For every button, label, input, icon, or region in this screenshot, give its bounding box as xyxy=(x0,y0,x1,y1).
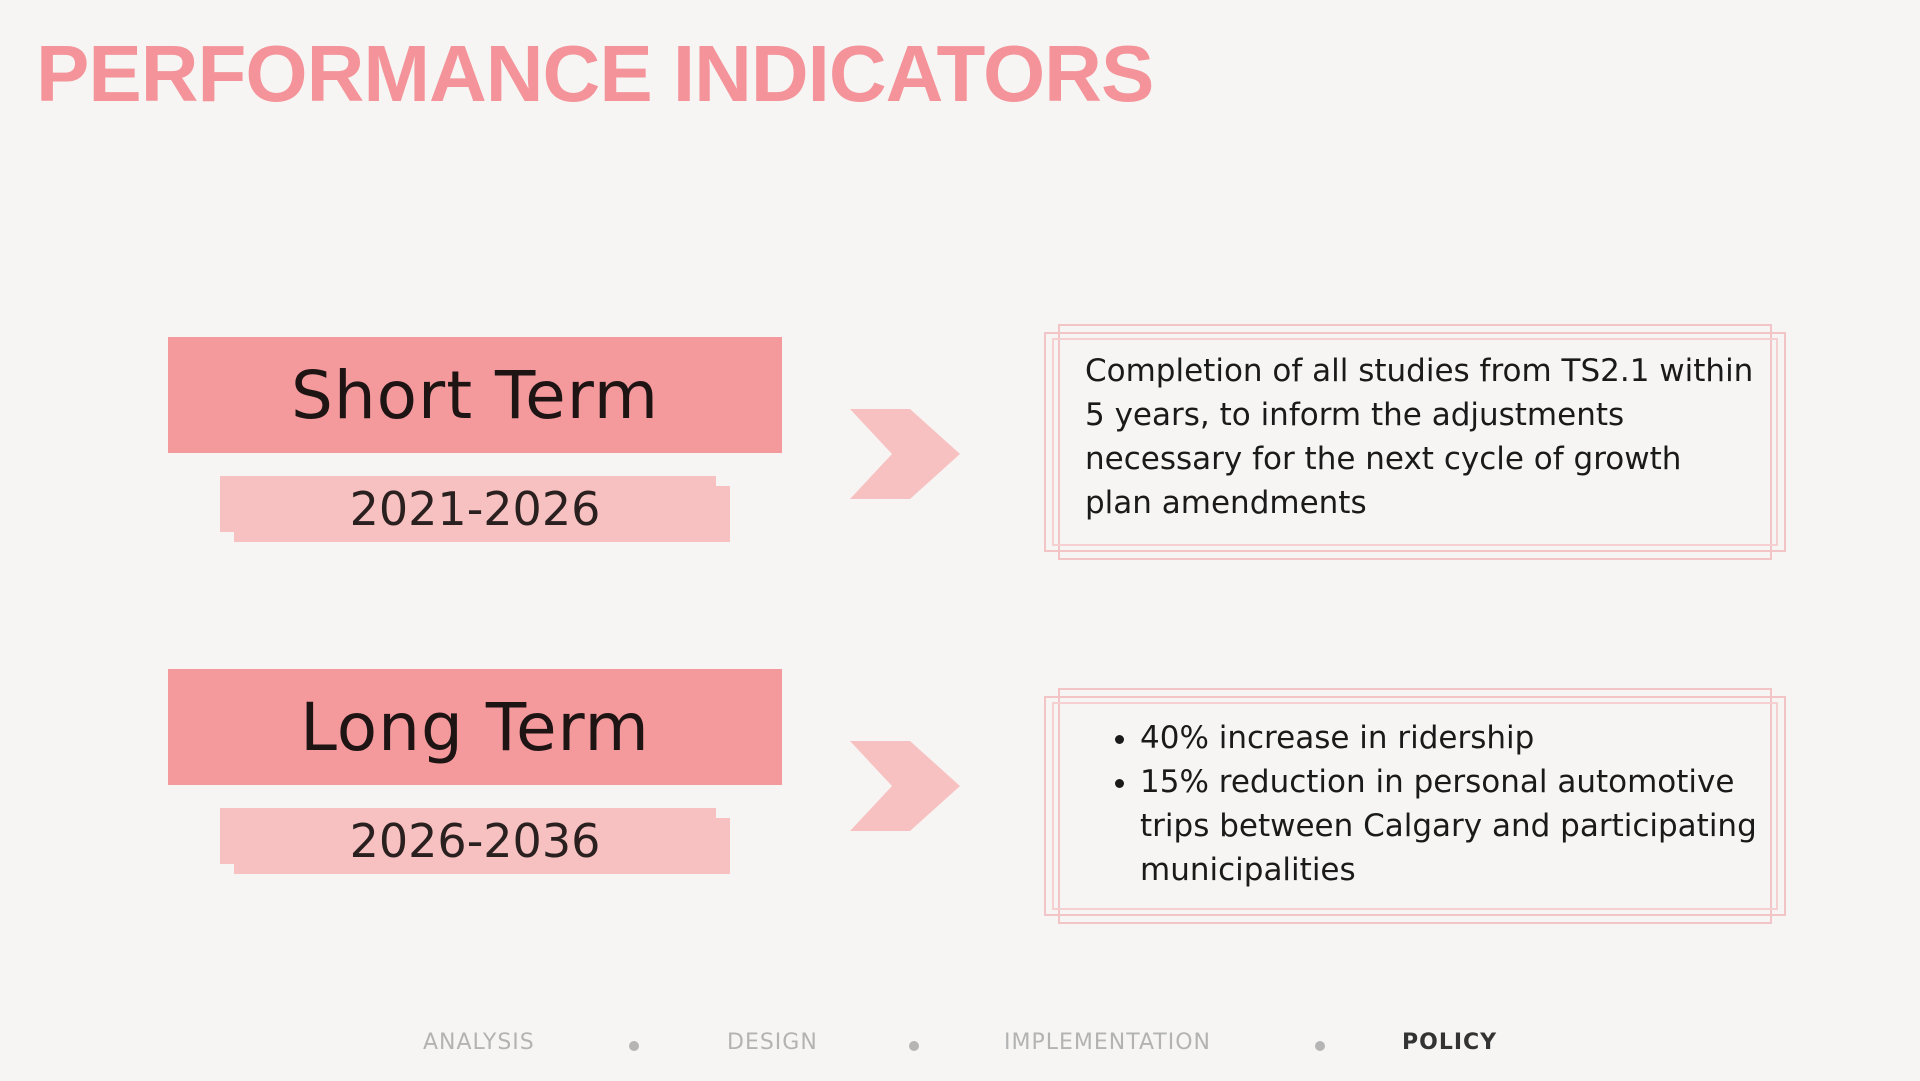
period-highlight xyxy=(234,486,730,542)
nav-item-analysis[interactable]: ANALYSIS xyxy=(423,1030,535,1055)
long-term-description-box: 40% increase in ridership 15% reduction … xyxy=(1044,688,1786,924)
long-term-period-text: 2026-2036 xyxy=(349,814,601,868)
chevron-right-icon xyxy=(850,741,960,831)
frame-border xyxy=(1058,324,1772,560)
nav-item-implementation[interactable]: IMPLEMENTATION xyxy=(1004,1030,1212,1055)
short-term-period: 2021-2026 xyxy=(220,476,730,542)
section-nav: ANALYSIS DESIGN IMPLEMENTATION POLICY xyxy=(0,1030,1920,1066)
nav-item-policy[interactable]: POLICY xyxy=(1402,1030,1498,1055)
frame-border xyxy=(1044,696,1786,916)
frame-border xyxy=(1058,688,1772,924)
nav-item-design[interactable]: DESIGN xyxy=(727,1030,818,1055)
long-term-bullets: 40% increase in ridership 15% reduction … xyxy=(1106,716,1766,892)
chevron-right-icon xyxy=(850,409,960,499)
bullet-item: 40% increase in ridership xyxy=(1140,716,1766,760)
page-title: PERFORMANCE INDICATORS xyxy=(36,29,1154,118)
separator-dot xyxy=(909,1041,919,1051)
long-term-period: 2026-2036 xyxy=(220,808,730,874)
short-term-description: Completion of all studies from TS2.1 wit… xyxy=(1085,353,1754,521)
frame-border xyxy=(1052,338,1778,546)
short-term-description-box: Completion of all studies from TS2.1 wit… xyxy=(1044,324,1786,560)
separator-dot xyxy=(629,1041,639,1051)
long-term-label: Long Term xyxy=(168,669,782,785)
separator-dot xyxy=(1315,1041,1325,1051)
short-term-label: Short Term xyxy=(168,337,782,453)
period-highlight xyxy=(234,818,730,874)
frame-border xyxy=(1052,702,1778,910)
bullet-item: 15% reduction in personal automotive tri… xyxy=(1140,760,1766,892)
short-term-period-text: 2021-2026 xyxy=(349,482,601,536)
frame-border xyxy=(1044,332,1786,552)
